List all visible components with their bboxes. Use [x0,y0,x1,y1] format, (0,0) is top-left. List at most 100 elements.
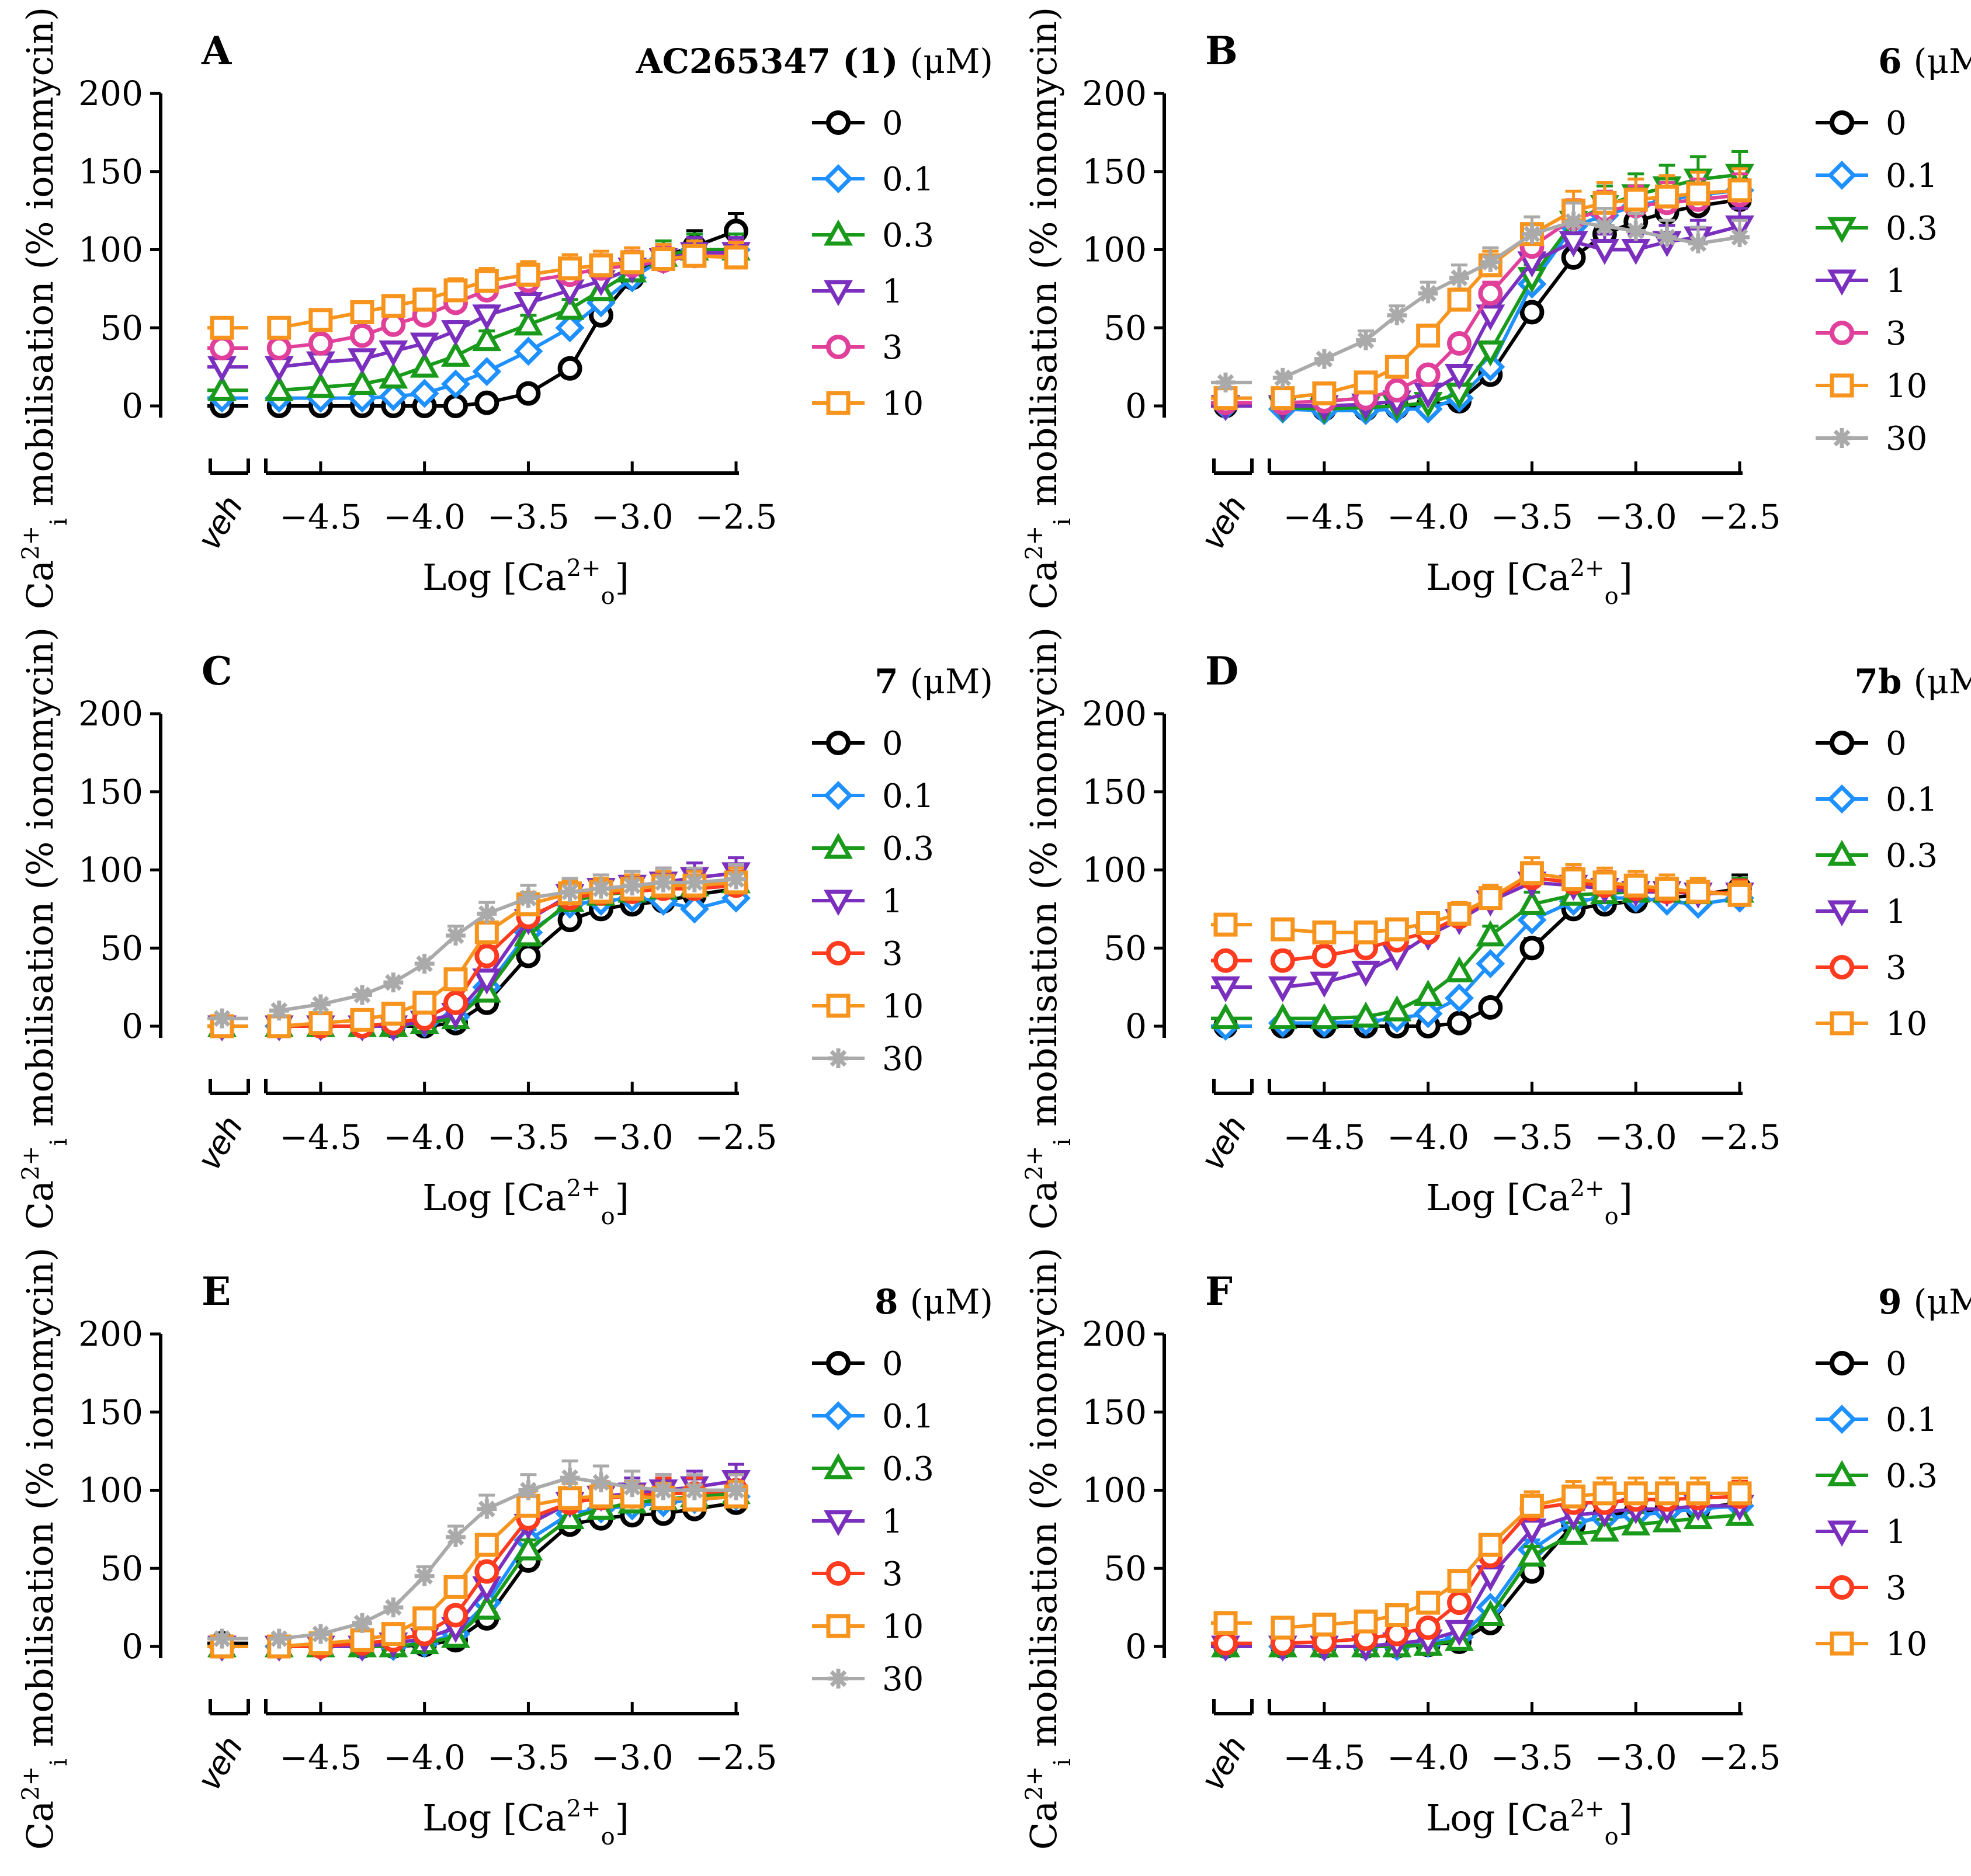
legend-label: 0.1 [1886,781,1938,819]
legend-title: AC265347 (1) (μM) [636,41,993,81]
compound-units: (μM) [1914,1282,1971,1322]
data-point [350,1628,374,1652]
data-point [306,351,335,378]
data-point [1445,1620,1474,1646]
veh-point [207,356,237,383]
data-point [516,381,541,406]
series-10 [207,239,748,340]
data-point [558,256,582,281]
compound-units: (μM) [910,662,993,701]
data-point [560,881,580,902]
data-point [1688,233,1708,253]
data-point [1592,870,1617,895]
y-tick-label: 50 [100,1548,143,1588]
data-point [516,943,541,968]
data-point [1312,381,1337,406]
legend-marker [1827,784,1857,814]
compound-name: 6 [1878,41,1914,81]
legend-item-3: 3 [812,329,903,367]
legend-marker [826,1614,851,1638]
legend-item-0.3: 0.3 [1816,210,1938,248]
data-point [352,985,372,1005]
data-point [1309,1003,1339,1030]
data-point [1445,364,1474,390]
legend-marker [1827,839,1857,866]
panel-label: D [1205,648,1238,694]
data-point [1445,956,1474,982]
legend-item-0.3: 0.3 [1816,837,1938,875]
data-point [410,351,439,378]
x-tick-label: −2.5 [1699,1738,1781,1777]
legend-item-0.3: 0.3 [812,830,934,868]
legend-item-0.1: 0.1 [812,1398,934,1436]
data-point [379,382,408,411]
data-point [267,315,292,340]
data-point [1727,178,1752,203]
data-point [1623,187,1648,212]
legend-item-30: 30 [812,1040,924,1078]
data-point [558,1486,582,1510]
legend-item-0: 0 [1816,105,1907,143]
data-point [379,340,408,367]
legend-marker [824,1401,853,1430]
x-tick-label: −4.5 [279,1738,362,1777]
data-point [1354,1609,1378,1634]
legend-label: 3 [882,329,903,367]
data-point [1447,287,1472,312]
legend-marker [1827,1520,1857,1547]
data-point [474,1533,499,1557]
y-tick-label: 200 [1082,1314,1147,1354]
y-tick-label: 0 [122,1627,143,1666]
data-point [518,1480,539,1500]
data-point [472,968,502,995]
legend-marker [826,1351,851,1375]
data-point [1445,983,1474,1013]
legend-marker [1827,161,1857,190]
legend-marker [824,890,853,916]
data-point [1416,324,1441,348]
panel-label: E [202,1269,231,1314]
legend-item-0: 0 [812,1345,903,1383]
data-point [381,1002,405,1026]
data-point [513,309,543,336]
legend-item-0.3: 0.3 [812,1450,934,1488]
data-point [1356,330,1376,350]
compound-name: 7 [875,662,910,701]
data-point [381,294,405,318]
data-point [518,888,539,908]
legend-marker [824,781,853,810]
legend-item-3: 3 [812,1555,903,1593]
veh-point [210,315,234,340]
data-point [443,1603,468,1628]
legend-label: 3 [882,935,903,973]
legend-marker [1830,1351,1854,1375]
legend-item-1: 1 [1816,893,1907,931]
data-point [1727,1481,1752,1506]
legend-item-0.3: 0.3 [1816,1457,1938,1495]
legend-marker [828,1048,848,1068]
data-point [446,925,466,946]
data-point [1418,283,1438,304]
legend-label: 1 [882,273,903,311]
legend-item-0: 0 [1816,1345,1907,1383]
compound-units: (μM) [910,41,993,81]
data-point [379,362,408,389]
legend-label: 10 [882,385,924,423]
legend-item-0: 0 [1816,725,1907,763]
data-point [383,972,404,993]
legend-label: 3 [1886,315,1907,353]
legend-marker [828,1669,848,1689]
y-tick-label: 0 [122,1006,143,1046]
x-tick-label: −3.5 [487,1738,570,1777]
x-tick-label: −4.5 [279,1117,362,1157]
legend-item-0.1: 0.1 [812,161,934,199]
data-point [1384,355,1409,379]
legend-label: 0 [882,725,903,763]
x-tick-label: −3.0 [1595,1117,1677,1157]
data-point [653,1480,674,1500]
y-axis-title: Ca2+i mobilisation (% ionomycin) [18,7,72,609]
data-point [308,1011,333,1036]
x-axis-title: Log [Ca2+o] [422,555,629,610]
legend-item-3: 3 [1816,1569,1907,1607]
series-line [1282,896,1740,1025]
